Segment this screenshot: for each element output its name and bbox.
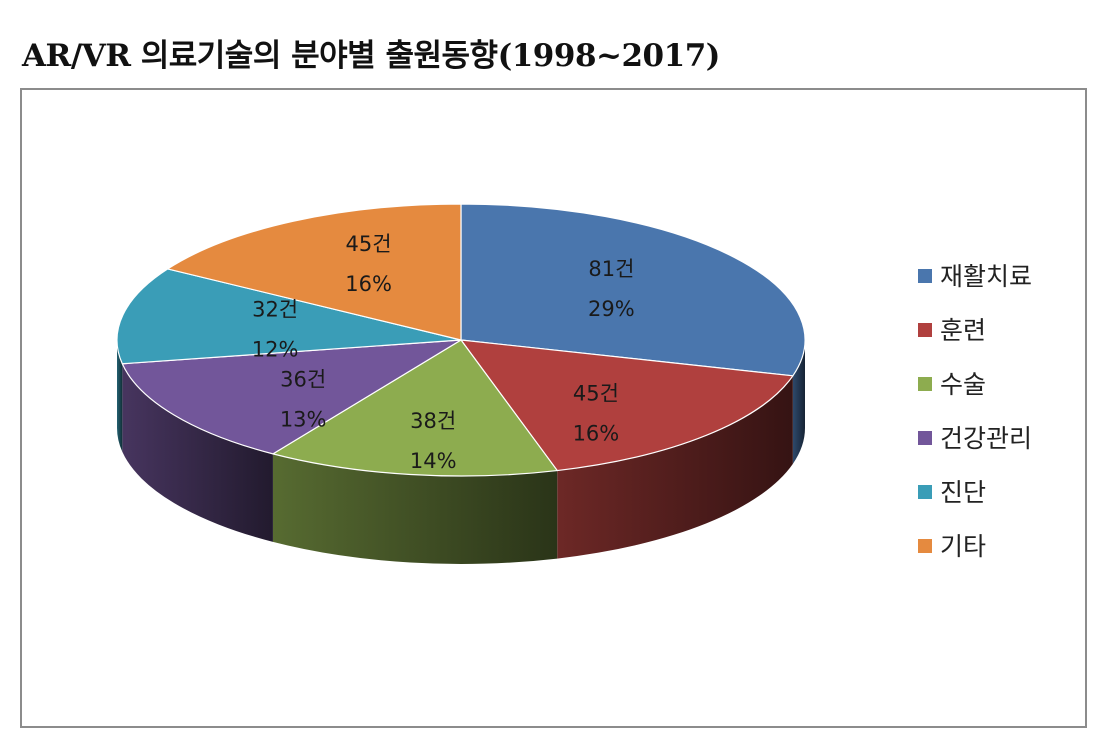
- data-label-percent-5: 12%: [252, 337, 299, 361]
- data-label-count-3: 38건: [410, 409, 456, 433]
- pie-side-2: [557, 375, 793, 559]
- legend-swatch-1: [918, 269, 932, 283]
- pie-slice-5: [116, 268, 462, 365]
- legend-label-2: 훈련: [940, 316, 986, 345]
- data-label-percent-2: 16%: [573, 422, 620, 446]
- data-label-count-5: 32건: [252, 297, 298, 321]
- data-label-count-2: 45건: [573, 382, 619, 406]
- legend-label-5: 진단: [940, 478, 986, 507]
- pie-slice-1: [460, 203, 806, 377]
- legend-swatch-3: [918, 377, 932, 391]
- pie-slice-4: [121, 339, 462, 455]
- legend-swatch-6: [918, 539, 932, 553]
- legend-label-1: 재활치료: [940, 262, 1032, 291]
- legend-swatch-4: [918, 431, 932, 445]
- legend-swatch-5: [918, 485, 932, 499]
- pie-side-5: [117, 340, 123, 452]
- pie-side-4: [122, 363, 273, 542]
- pie-side-walls: [117, 340, 805, 564]
- data-label-count-6: 45건: [346, 232, 392, 256]
- data-labels: 81건 29% 45건 16% 38건 14% 36건 13% 32건 12% 45건 16%: [252, 232, 635, 473]
- data-label-count-1: 81건: [588, 257, 634, 281]
- data-label-percent-3: 14%: [410, 449, 457, 473]
- pie-slice-2: [460, 339, 794, 472]
- legend-label-3: 수술: [940, 370, 986, 399]
- data-label-percent-4: 13%: [280, 407, 327, 431]
- legend-label-6: 기타: [940, 532, 986, 561]
- data-label-count-4: 36건: [280, 367, 326, 391]
- data-label-percent-1: 29%: [588, 297, 635, 321]
- chart-title: AR/VR 의료기술의 분야별 출원동향(1998~2017): [22, 38, 720, 74]
- legend-label-4: 건강관리: [940, 424, 1032, 453]
- pie-side-1: [792, 340, 805, 464]
- legend-swatch-2: [918, 323, 932, 337]
- pie-slice-3: [272, 339, 558, 477]
- pie-slice-6: [167, 203, 462, 341]
- pie-slices: [116, 203, 806, 477]
- pie-side-3: [272, 453, 558, 564]
- data-label-percent-6: 16%: [345, 272, 392, 296]
